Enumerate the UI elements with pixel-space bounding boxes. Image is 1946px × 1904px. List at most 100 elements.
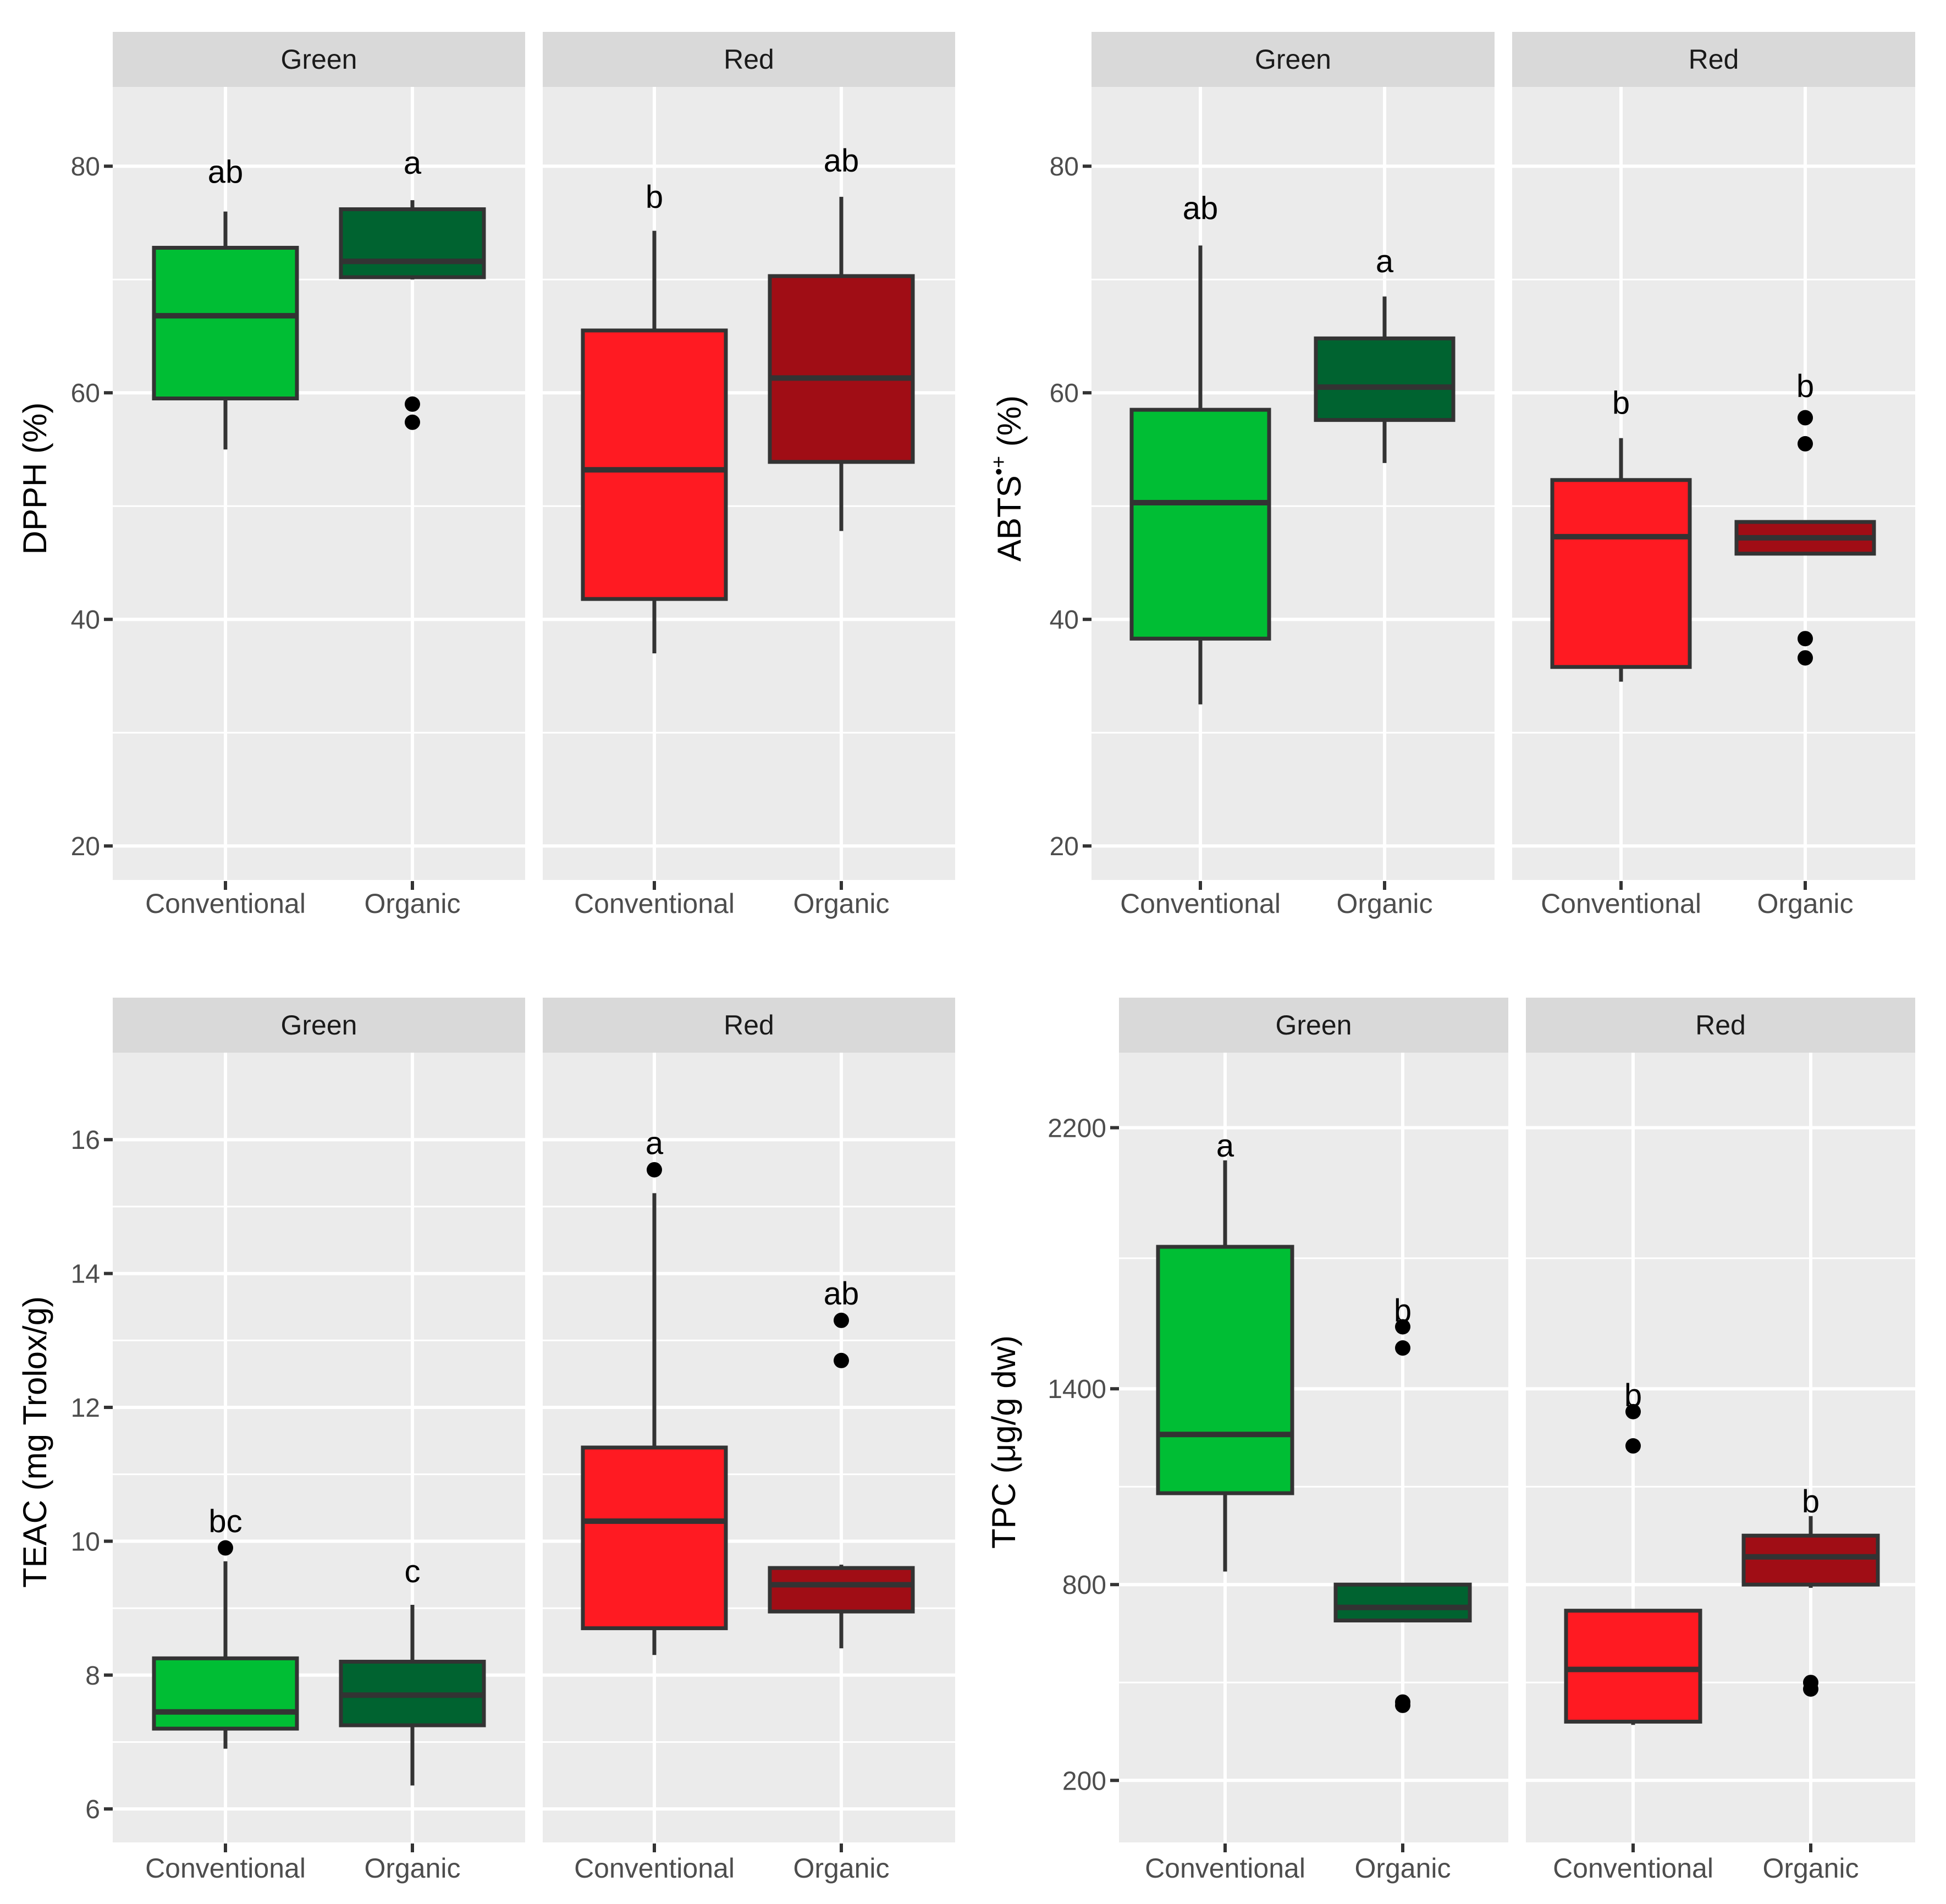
y-axis-title: TPC (μg/g dw) — [985, 1335, 1022, 1549]
box-organic: b Organic — [1734, 368, 1876, 919]
significance-letter: b — [1394, 1293, 1412, 1329]
facet-strip-label: Green — [281, 44, 357, 75]
facet-strip — [1512, 32, 1915, 87]
x-tick-label: Conventional — [574, 1853, 735, 1884]
x-tick-label: Organic — [364, 1853, 460, 1884]
chart-dpph: Green ab Conventional a Organic Red b Conventio… — [16, 32, 955, 919]
y-tick-label: 20 — [1050, 832, 1079, 861]
significance-letter: a — [1216, 1128, 1234, 1164]
significance-letter: b — [1624, 1378, 1642, 1413]
significance-letter: b — [646, 179, 663, 215]
y-tick-label: 16 — [71, 1126, 100, 1155]
outlier-point — [1798, 631, 1813, 647]
facet-strip-label: Red — [724, 1010, 774, 1041]
y-axis-title: DPPH (%) — [16, 403, 53, 555]
x-tick-label: Conventional — [145, 1853, 306, 1884]
box-body — [1156, 1245, 1294, 1495]
y-tick-label: 60 — [1050, 379, 1079, 408]
box-body — [339, 207, 486, 279]
y-tick-label: 8 — [85, 1661, 100, 1691]
significance-letter: b — [1612, 386, 1630, 421]
significance-letter: bc — [208, 1504, 242, 1539]
box-conventional: ab Conventional — [145, 155, 306, 920]
box-conventional: a Conventional — [1145, 1128, 1305, 1884]
box-conventional: a Conventional — [574, 1125, 735, 1884]
facet-strip — [1119, 998, 1508, 1053]
outlier-point — [1803, 1681, 1818, 1697]
facet-strip-label: Red — [724, 44, 774, 75]
significance-letter: b — [1796, 368, 1814, 404]
x-tick-label: Conventional — [574, 888, 735, 919]
y-tick-label: 12 — [71, 1394, 100, 1423]
y-axis-title: TEAC (mg Trolox/g) — [16, 1296, 53, 1588]
box-organic: c Organic — [339, 1554, 486, 1884]
y-tick-label: 200 — [1062, 1767, 1106, 1796]
box-conventional: b Conventional — [574, 179, 735, 919]
significance-letter: a — [404, 145, 422, 181]
facet-strip-label: Green — [1276, 1010, 1352, 1041]
box-body — [1129, 408, 1271, 641]
y-tick-label: 800 — [1062, 1571, 1106, 1600]
x-tick-label: Organic — [1762, 1853, 1859, 1884]
y-tick-label: 2200 — [1048, 1114, 1106, 1143]
facet-green: Green ab Conventional a Organic — [113, 32, 525, 919]
box-organic: a Organic — [339, 145, 486, 919]
significance-letter: a — [1376, 244, 1394, 279]
facet-strip — [1526, 998, 1915, 1053]
outlier-point — [647, 1162, 662, 1177]
outlier-point — [1798, 410, 1813, 426]
facet-strip — [543, 998, 955, 1053]
box-body — [768, 274, 915, 464]
box-body — [1550, 478, 1692, 669]
facet-green: Green bc Conventional c Organic — [113, 998, 525, 1884]
y-tick-label: 20 — [71, 832, 100, 861]
box-conventional: bc Conventional — [145, 1504, 306, 1884]
outlier-point — [834, 1352, 849, 1368]
significance-letter: c — [405, 1554, 421, 1589]
box-body — [152, 1656, 299, 1731]
panel-background — [1526, 1053, 1915, 1842]
significance-letter: b — [1802, 1484, 1820, 1520]
panel-background — [113, 87, 525, 880]
outlier-point — [405, 396, 420, 412]
y-axis-title: ABTS•+ (%) — [988, 395, 1028, 562]
box-body — [581, 1445, 728, 1631]
outlier-point — [1625, 1404, 1641, 1419]
facet-strip-label: Green — [281, 1010, 357, 1041]
facet-red: Red b Conventional ab Organic — [543, 32, 955, 919]
y-tick-label: 1400 — [1048, 1375, 1106, 1404]
outlier-point — [834, 1312, 849, 1328]
y-tick-label: 6 — [85, 1795, 100, 1824]
outlier-point — [1395, 1319, 1410, 1335]
box-body — [768, 1566, 915, 1614]
chart-abts: Green ab Conventional a Organic Red b Conventio… — [988, 32, 1915, 919]
box-organic: b Organic — [1333, 1293, 1472, 1884]
significance-letter: ab — [208, 155, 244, 190]
significance-letter: ab — [1183, 190, 1219, 226]
box-body — [1333, 1582, 1472, 1622]
significance-letter: a — [646, 1125, 664, 1161]
significance-letter: ab — [824, 143, 859, 179]
facet-red: Red b Conventional b Organic — [1512, 32, 1915, 919]
x-tick-label: Organic — [1354, 1853, 1451, 1884]
outlier-point — [1625, 1438, 1641, 1454]
y-tick-label: 40 — [1050, 606, 1079, 635]
outlier-point — [1395, 1340, 1410, 1356]
box-body — [1314, 336, 1456, 422]
outlier-point — [1798, 436, 1813, 452]
y-tick-label: 80 — [1050, 152, 1079, 181]
box-organic: ab Organic — [768, 1276, 915, 1884]
box-conventional: b Conventional — [1541, 386, 1701, 919]
x-tick-label: Organic — [793, 1853, 889, 1884]
y-tick-label: 60 — [71, 379, 100, 408]
facet-strip — [113, 32, 525, 87]
box-conventional: b Conventional — [1553, 1378, 1713, 1884]
facet-green: Green ab Conventional a Organic — [1091, 32, 1495, 919]
outlier-point — [218, 1540, 233, 1556]
facet-strip-label: Red — [1689, 44, 1739, 75]
y-tick-label: 80 — [71, 152, 100, 181]
box-organic: ab Organic — [768, 143, 915, 919]
x-tick-label: Conventional — [1120, 888, 1281, 919]
outlier-point — [1798, 650, 1813, 666]
